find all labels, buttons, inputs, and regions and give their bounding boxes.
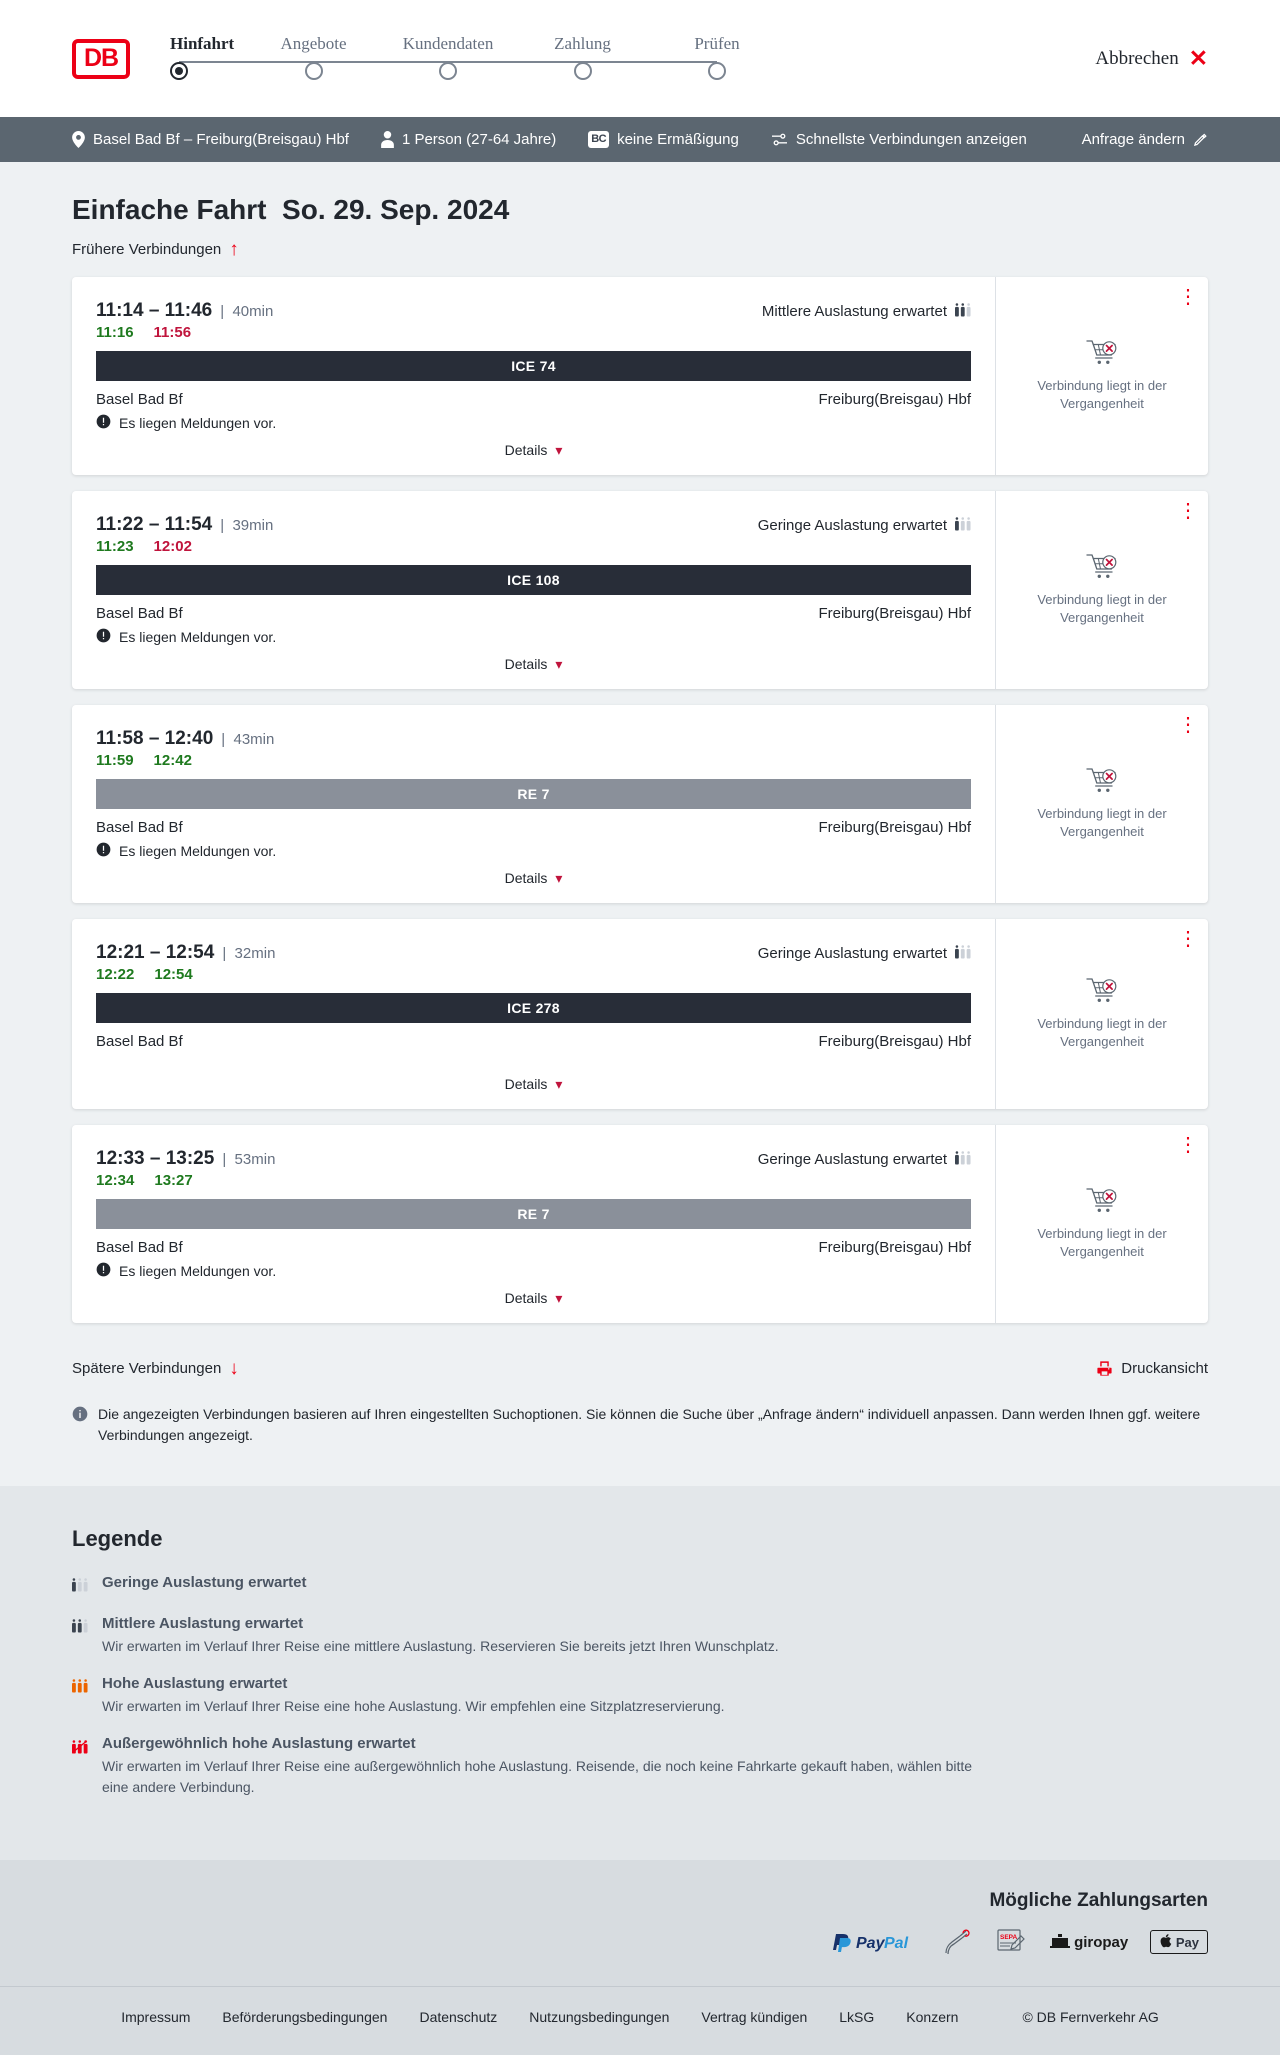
svg-text:Pay: Pay [856,1935,886,1952]
svg-text:Pal: Pal [884,1935,909,1952]
svg-text:SEPA: SEPA [1000,1934,1018,1941]
